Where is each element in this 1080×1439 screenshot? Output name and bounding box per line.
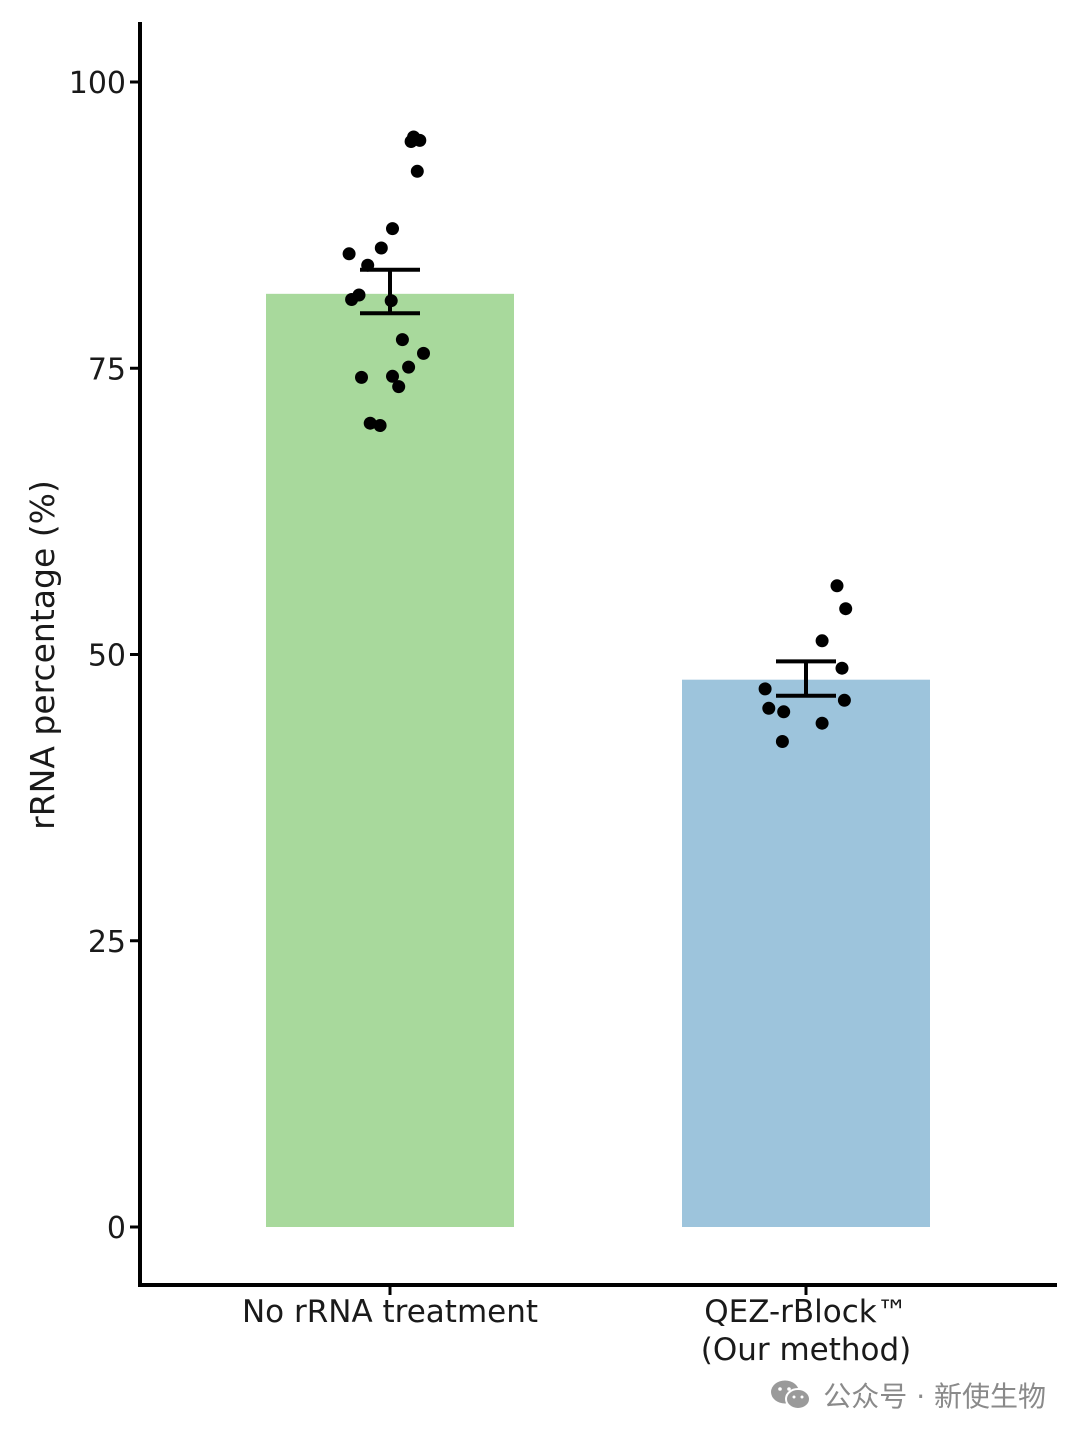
point-0-11 <box>392 380 406 394</box>
point-1-9 <box>837 693 851 707</box>
point-0-12 <box>395 333 409 347</box>
point-0-5 <box>363 416 377 430</box>
point-0-9 <box>386 222 399 236</box>
watermark: 公众号 · 新使生物 <box>769 1375 1046 1415</box>
point-0-13 <box>402 360 416 374</box>
point-0-0 <box>342 247 356 261</box>
x-category-label-0-0: No rRNA treatment <box>242 1294 538 1330</box>
point-0-18 <box>410 164 424 178</box>
point-1-7 <box>839 602 853 616</box>
point-0-4 <box>355 370 368 384</box>
y-tick-label-75: 75 <box>88 352 126 387</box>
x-category-label-1-0: QEZ-rBlock™ <box>704 1294 907 1330</box>
point-0-2 <box>352 288 366 302</box>
point-1-5 <box>815 716 829 730</box>
bar-1 <box>682 679 930 1227</box>
y-axis-label: rRNA percentage (%) <box>23 480 62 830</box>
point-1-0 <box>758 682 772 696</box>
point-1-1 <box>762 701 776 715</box>
bars-layer <box>266 293 930 1227</box>
wechat-icon <box>771 1380 812 1410</box>
point-0-6 <box>373 419 387 432</box>
point-1-4 <box>815 634 829 648</box>
watermark-text: 公众号 · 新使生物 <box>823 1380 1046 1413</box>
point-1-3 <box>775 735 789 748</box>
point-0-3 <box>361 258 375 272</box>
point-1-8 <box>835 661 849 675</box>
bar-0 <box>266 293 514 1227</box>
points-layer <box>342 130 853 748</box>
x-category-label-1-1: (Our method) <box>701 1332 912 1368</box>
point-0-14 <box>417 346 430 360</box>
point-0-17 <box>413 133 427 147</box>
point-1-2 <box>777 705 791 719</box>
point-0-7 <box>374 241 388 255</box>
point-1-6 <box>830 579 844 593</box>
point-0-10 <box>386 369 399 383</box>
y-tick-label-0: 0 <box>107 1211 126 1246</box>
y-tick-label-25: 25 <box>88 925 126 960</box>
point-0-8 <box>384 294 398 308</box>
y-tick-label-50: 50 <box>88 639 126 674</box>
y-ticks-layer: 0 25 50 75 100 <box>69 66 140 1246</box>
y-tick-label-100: 100 <box>69 66 126 101</box>
x-labels-layer: No rRNA treatment QEZ-rBlock™(Our method) <box>242 1285 911 1368</box>
